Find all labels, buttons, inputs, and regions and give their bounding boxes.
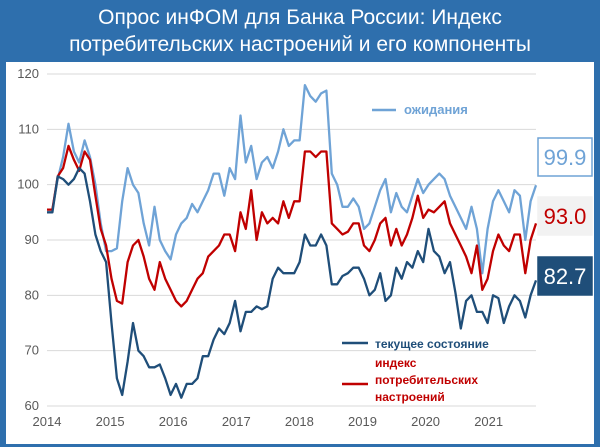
x-tick-label: 2021	[474, 414, 503, 429]
y-tick-label: 70	[25, 343, 39, 358]
line-chart: 60 70 80 90 100 110 120 2014 2015 2016 2017 2018 20…	[17, 66, 593, 429]
x-tick-label: 2020	[411, 414, 440, 429]
sentiment-value-badge	[537, 196, 593, 236]
x-tick-label: 2018	[285, 414, 314, 429]
y-tick-label: 120	[17, 66, 39, 81]
legend-label-sentiment: настроений	[375, 390, 445, 404]
sentiment-index-line	[47, 144, 538, 308]
expectations-value-badge-text: 99.9	[544, 145, 587, 170]
legend-label-sentiment: индекс	[375, 356, 417, 370]
y-tick-label: 90	[25, 232, 39, 247]
y-tick-label: 80	[25, 287, 39, 302]
current-value-badge	[537, 256, 593, 296]
x-tick-label: 2019	[348, 414, 377, 429]
x-tick-label: 2015	[96, 414, 125, 429]
expectations-line	[47, 83, 538, 275]
current-conditions-line	[47, 166, 538, 399]
y-tick-label: 100	[17, 177, 39, 192]
expectations-value-badge	[537, 137, 593, 177]
legend-label-expectations: ожидания	[404, 102, 468, 117]
sentiment-value-badge-text: 93.0	[544, 204, 587, 229]
chart-title: Опрос инФОМ для Банка России: Индекс пот…	[0, 0, 600, 62]
chart-title-line2: потребительских настроений и его компоне…	[69, 33, 531, 56]
x-tick-label: 2016	[159, 414, 188, 429]
legend-label-current: текущее состояние	[375, 337, 489, 351]
current-value-badge-text: 82.7	[544, 264, 587, 289]
y-tick-label: 60	[25, 398, 39, 413]
x-tick-label: 2017	[222, 414, 251, 429]
legend-label-sentiment: потребительских	[375, 373, 478, 387]
x-tick-label: 2014	[33, 414, 62, 429]
chart-panel: 60 70 80 90 100 110 120 2014 2015 2016 2017 2018 20…	[6, 62, 594, 444]
chart-title-line1: Опрос инФОМ для Банка России: Индекс	[98, 6, 502, 29]
y-tick-label: 110	[18, 121, 39, 136]
